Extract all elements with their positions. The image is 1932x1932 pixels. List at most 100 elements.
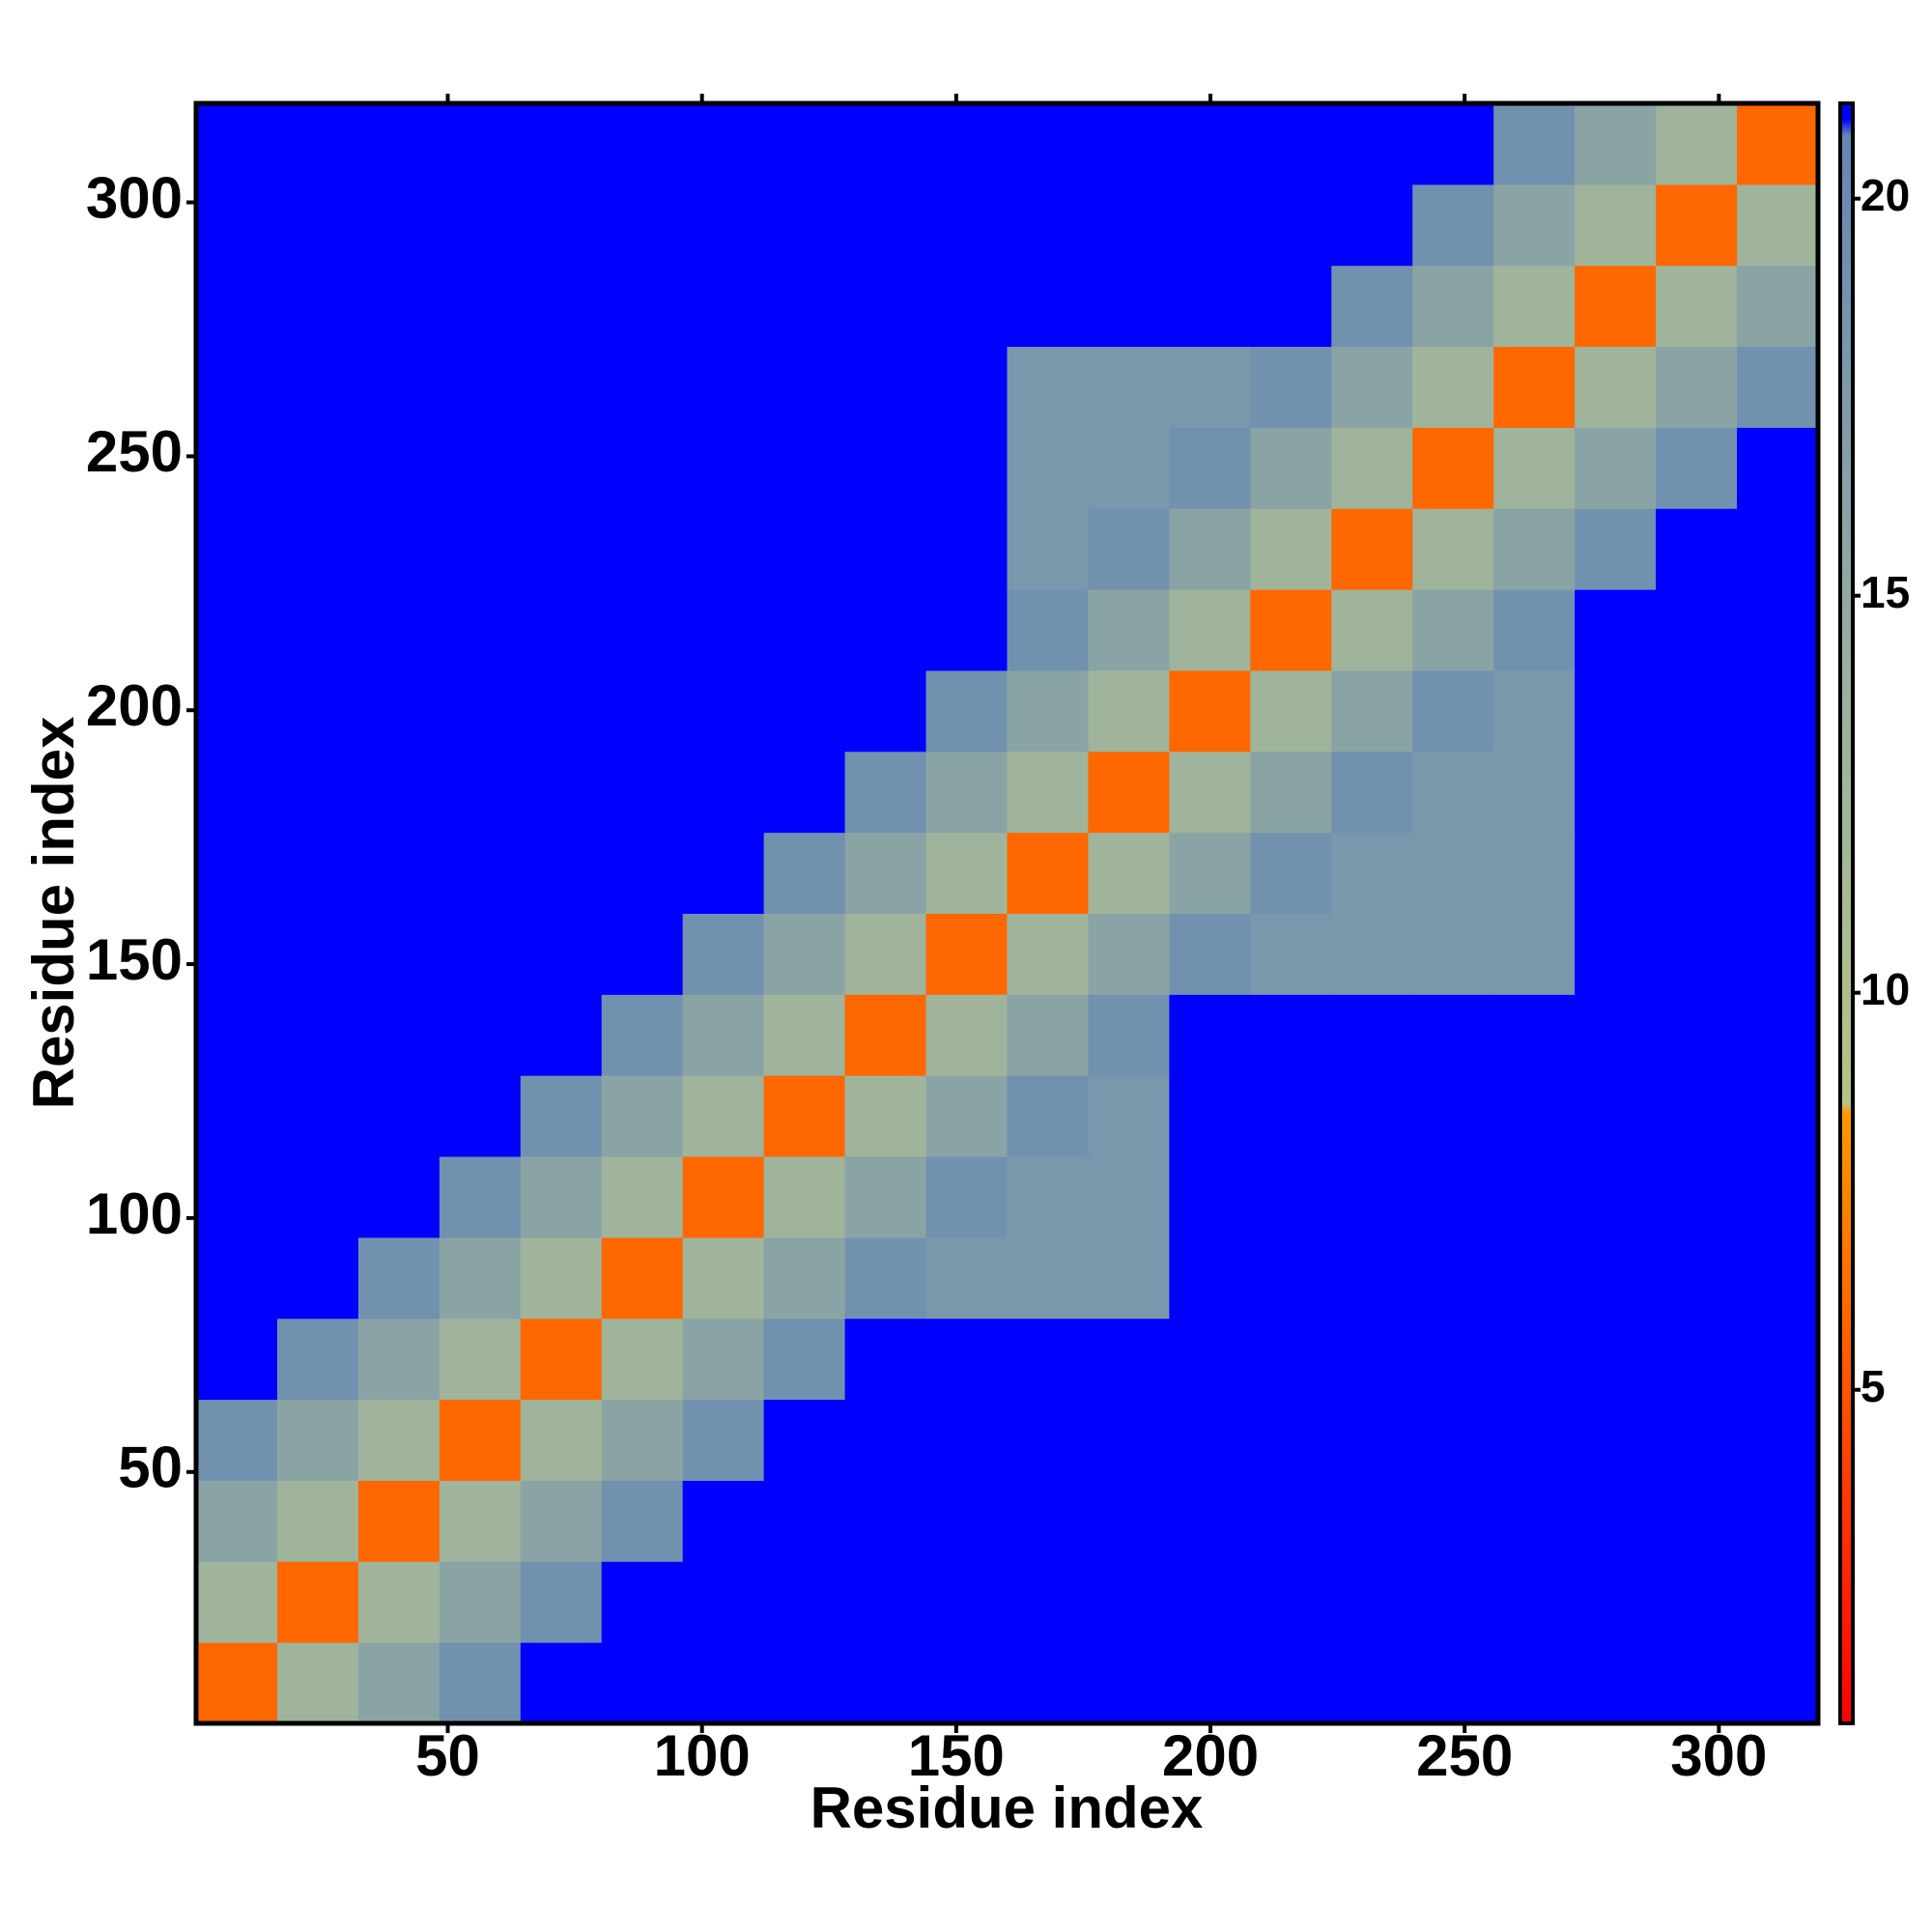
heatmap-cell bbox=[276, 1156, 359, 1238]
heatmap-cell bbox=[1007, 994, 1089, 1076]
heatmap-cell bbox=[1493, 184, 1576, 267]
heatmap-cell bbox=[1250, 508, 1332, 590]
heatmap-cell bbox=[1169, 669, 1251, 753]
x-tick-label: 250 bbox=[1416, 1723, 1513, 1788]
heatmap-cell bbox=[1088, 265, 1170, 348]
heatmap-cell bbox=[196, 994, 278, 1076]
heatmap-cell bbox=[1412, 1561, 1494, 1643]
heatmap-cell bbox=[1737, 1399, 1819, 1481]
heatmap-cell bbox=[925, 1156, 1008, 1238]
heatmap-cell bbox=[1412, 346, 1494, 428]
heatmap-cell bbox=[682, 832, 765, 914]
heatmap-cell bbox=[1412, 103, 1494, 185]
heatmap-cell bbox=[925, 913, 1008, 995]
heatmap-cell bbox=[682, 184, 765, 267]
heatmap-cell bbox=[520, 1642, 603, 1724]
heatmap-cell bbox=[1493, 265, 1576, 348]
heatmap-cell bbox=[925, 1075, 1008, 1157]
heatmap-cell bbox=[1493, 1480, 1576, 1562]
heatmap-cell bbox=[1007, 346, 1089, 428]
heatmap-cell bbox=[520, 427, 603, 509]
heatmap-cell bbox=[1412, 1318, 1494, 1401]
heatmap-cell bbox=[1331, 184, 1413, 267]
heatmap-cell bbox=[1575, 994, 1657, 1076]
heatmap-cell bbox=[844, 1561, 927, 1643]
heatmap-cell bbox=[1007, 1318, 1089, 1401]
heatmap-cell bbox=[925, 427, 1008, 509]
heatmap-cell bbox=[1737, 346, 1819, 428]
heatmap-cell bbox=[196, 1480, 278, 1562]
heatmap-cell bbox=[520, 508, 603, 590]
heatmap-cell bbox=[1575, 184, 1657, 267]
heatmap-cell bbox=[1169, 1561, 1251, 1643]
heatmap-cell bbox=[1493, 1399, 1576, 1481]
heatmap-cell bbox=[1250, 1642, 1332, 1724]
heatmap-cell bbox=[763, 265, 846, 348]
heatmap-cell bbox=[844, 669, 927, 753]
heatmap-cell bbox=[763, 1561, 846, 1643]
heatmap-cell bbox=[1493, 913, 1576, 995]
heatmap-cell bbox=[1493, 1236, 1576, 1320]
heatmap-cell bbox=[1656, 1236, 1738, 1320]
heatmap-cell bbox=[682, 427, 765, 509]
heatmap-cell bbox=[763, 994, 846, 1076]
heatmap-cell bbox=[1737, 751, 1819, 834]
heatmap-cell bbox=[1737, 508, 1819, 590]
heatmap-cell bbox=[925, 669, 1008, 753]
heatmap-cell bbox=[1331, 427, 1413, 509]
heatmap-cell bbox=[601, 184, 684, 267]
heatmap-cell bbox=[1169, 1642, 1251, 1724]
heatmap-cell bbox=[925, 1642, 1008, 1724]
heatmap-cell bbox=[1250, 346, 1332, 428]
heatmap-cell bbox=[682, 669, 765, 753]
heatmap-cell bbox=[1007, 832, 1089, 914]
heatmap-cell bbox=[1737, 1236, 1819, 1320]
heatmap-cell bbox=[1412, 265, 1494, 348]
x-tick-label: 50 bbox=[415, 1723, 480, 1788]
heatmap-cell bbox=[520, 1236, 603, 1320]
heatmap-cell bbox=[763, 103, 846, 185]
heatmap-cell bbox=[1331, 1075, 1413, 1157]
heatmap-cell bbox=[1656, 913, 1738, 995]
heatmap-cell bbox=[276, 669, 359, 753]
heatmap-cell bbox=[1250, 832, 1332, 914]
heatmap-cell bbox=[1412, 508, 1494, 590]
heatmap-cell bbox=[763, 1480, 846, 1562]
heatmap-cell bbox=[196, 103, 278, 185]
heatmap-cell bbox=[1412, 832, 1494, 914]
heatmap-cell bbox=[1575, 1642, 1657, 1724]
heatmap-cell bbox=[1656, 1318, 1738, 1401]
heatmap-cell bbox=[682, 1480, 765, 1562]
heatmap-cell bbox=[844, 184, 927, 267]
heatmap-cell bbox=[357, 1561, 440, 1643]
heatmap-cell bbox=[763, 1318, 846, 1401]
heatmap-cell bbox=[1007, 184, 1089, 267]
heatmap-cell bbox=[1088, 184, 1170, 267]
heatmap-cell bbox=[844, 1075, 927, 1157]
heatmap-cell bbox=[1088, 103, 1170, 185]
heatmap-cell bbox=[1169, 751, 1251, 834]
heatmap-cell bbox=[1575, 508, 1657, 590]
heatmap-cell bbox=[520, 751, 603, 834]
heatmap-cell bbox=[844, 1156, 927, 1238]
heatmap-cell bbox=[357, 427, 440, 509]
heatmap-cell bbox=[1250, 1075, 1332, 1157]
heatmap-cell bbox=[276, 751, 359, 834]
heatmap-cell bbox=[925, 1399, 1008, 1481]
heatmap-cell bbox=[520, 1075, 603, 1157]
heatmap-cell bbox=[520, 589, 603, 671]
colorbar-tick-label: 5 bbox=[1861, 1361, 1886, 1411]
heatmap-cell bbox=[1656, 103, 1738, 185]
heatmap-cell bbox=[1331, 103, 1413, 185]
heatmap-cell bbox=[1575, 265, 1657, 348]
heatmap-cell bbox=[1412, 184, 1494, 267]
y-tick-label: 100 bbox=[86, 1181, 183, 1246]
heatmap-cell bbox=[276, 589, 359, 671]
heatmap-cell bbox=[844, 427, 927, 509]
heatmap-cell bbox=[520, 1318, 603, 1401]
heatmap-cell bbox=[844, 508, 927, 590]
heatmap-cell bbox=[763, 1399, 846, 1481]
heatmap-cell bbox=[844, 103, 927, 185]
heatmap-cell bbox=[682, 103, 765, 185]
heatmap-cell bbox=[357, 1075, 440, 1157]
